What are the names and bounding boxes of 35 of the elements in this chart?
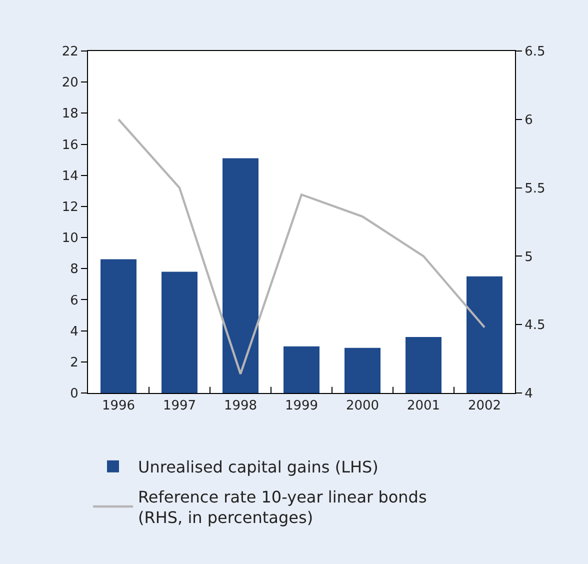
y2-tick-label: 5.5 <box>524 181 546 196</box>
y-tick-label: 14 <box>62 168 78 184</box>
y-tick-label: 2 <box>70 355 78 370</box>
bar <box>162 272 198 393</box>
y-tick-label: 16 <box>62 138 78 153</box>
y2-tick-label: 4 <box>524 386 533 402</box>
legend-label: Unrealised capital gains (LHS) <box>138 458 378 477</box>
y2-tick-label: 6 <box>524 112 533 128</box>
y-tick-label: 18 <box>62 106 78 122</box>
y2-tick-label: 6.5 <box>524 44 546 60</box>
y-tick-label: 0 <box>70 386 78 402</box>
bar <box>466 276 502 393</box>
x-tick-label: 2001 <box>406 398 440 414</box>
y-tick-label: 6 <box>70 293 78 308</box>
x-tick-label: 1998 <box>224 398 258 414</box>
y2-tick-label: 4.5 <box>524 318 546 334</box>
x-tick-label: 2002 <box>468 398 502 414</box>
y-tick-label: 12 <box>62 200 78 215</box>
y-tick-label: 4 <box>70 324 78 340</box>
y-tick-label: 22 <box>62 44 78 60</box>
x-tick-label: 1996 <box>102 398 136 414</box>
bar <box>222 158 258 393</box>
x-tick-label: 1999 <box>284 398 318 414</box>
y2-tick-label: 5 <box>524 250 533 265</box>
bar <box>406 337 442 393</box>
line-series <box>117 118 486 375</box>
legend-label: Reference rate 10-year linear bonds (RHS, in percentages) <box>138 487 427 528</box>
y-tick-label: 10 <box>62 231 78 246</box>
x-tick-label: 1997 <box>162 398 196 414</box>
bar <box>344 348 380 393</box>
y-tick-label: 20 <box>62 76 78 91</box>
bar <box>284 346 320 393</box>
y-tick-label: 8 <box>70 262 78 278</box>
bar <box>100 259 136 393</box>
x-tick-label: 2000 <box>346 398 380 414</box>
